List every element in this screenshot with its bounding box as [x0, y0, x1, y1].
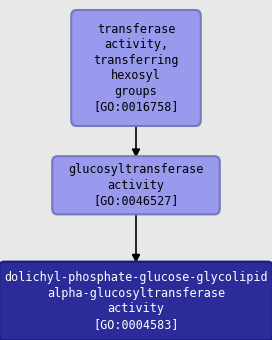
- FancyBboxPatch shape: [71, 10, 201, 126]
- Text: transferase
activity,
transferring
hexosyl
groups
[GO:0016758]: transferase activity, transferring hexos…: [93, 23, 179, 113]
- Text: glucosyltransferase
activity
[GO:0046527]: glucosyltransferase activity [GO:0046527…: [68, 163, 204, 207]
- FancyBboxPatch shape: [52, 156, 220, 215]
- FancyBboxPatch shape: [0, 262, 272, 340]
- Text: dolichyl-phosphate-glucose-glycolipid
alpha-glucosyltransferase
activity
[GO:000: dolichyl-phosphate-glucose-glycolipid al…: [4, 271, 268, 330]
